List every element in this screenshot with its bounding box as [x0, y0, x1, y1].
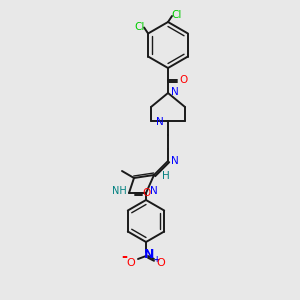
Text: O: O [142, 188, 151, 198]
Text: Cl: Cl [134, 22, 144, 32]
Text: O: O [127, 258, 135, 268]
Text: N: N [144, 248, 154, 262]
Text: Cl: Cl [172, 10, 182, 20]
Text: O: O [157, 258, 165, 268]
Text: N: N [156, 117, 164, 127]
Text: N: N [150, 186, 158, 196]
Text: -: - [121, 250, 127, 265]
Text: +: + [153, 256, 159, 265]
Text: N: N [171, 156, 179, 166]
Text: NH: NH [112, 186, 126, 196]
Text: O: O [179, 75, 187, 85]
Text: H: H [162, 171, 170, 181]
Text: N: N [171, 87, 179, 97]
